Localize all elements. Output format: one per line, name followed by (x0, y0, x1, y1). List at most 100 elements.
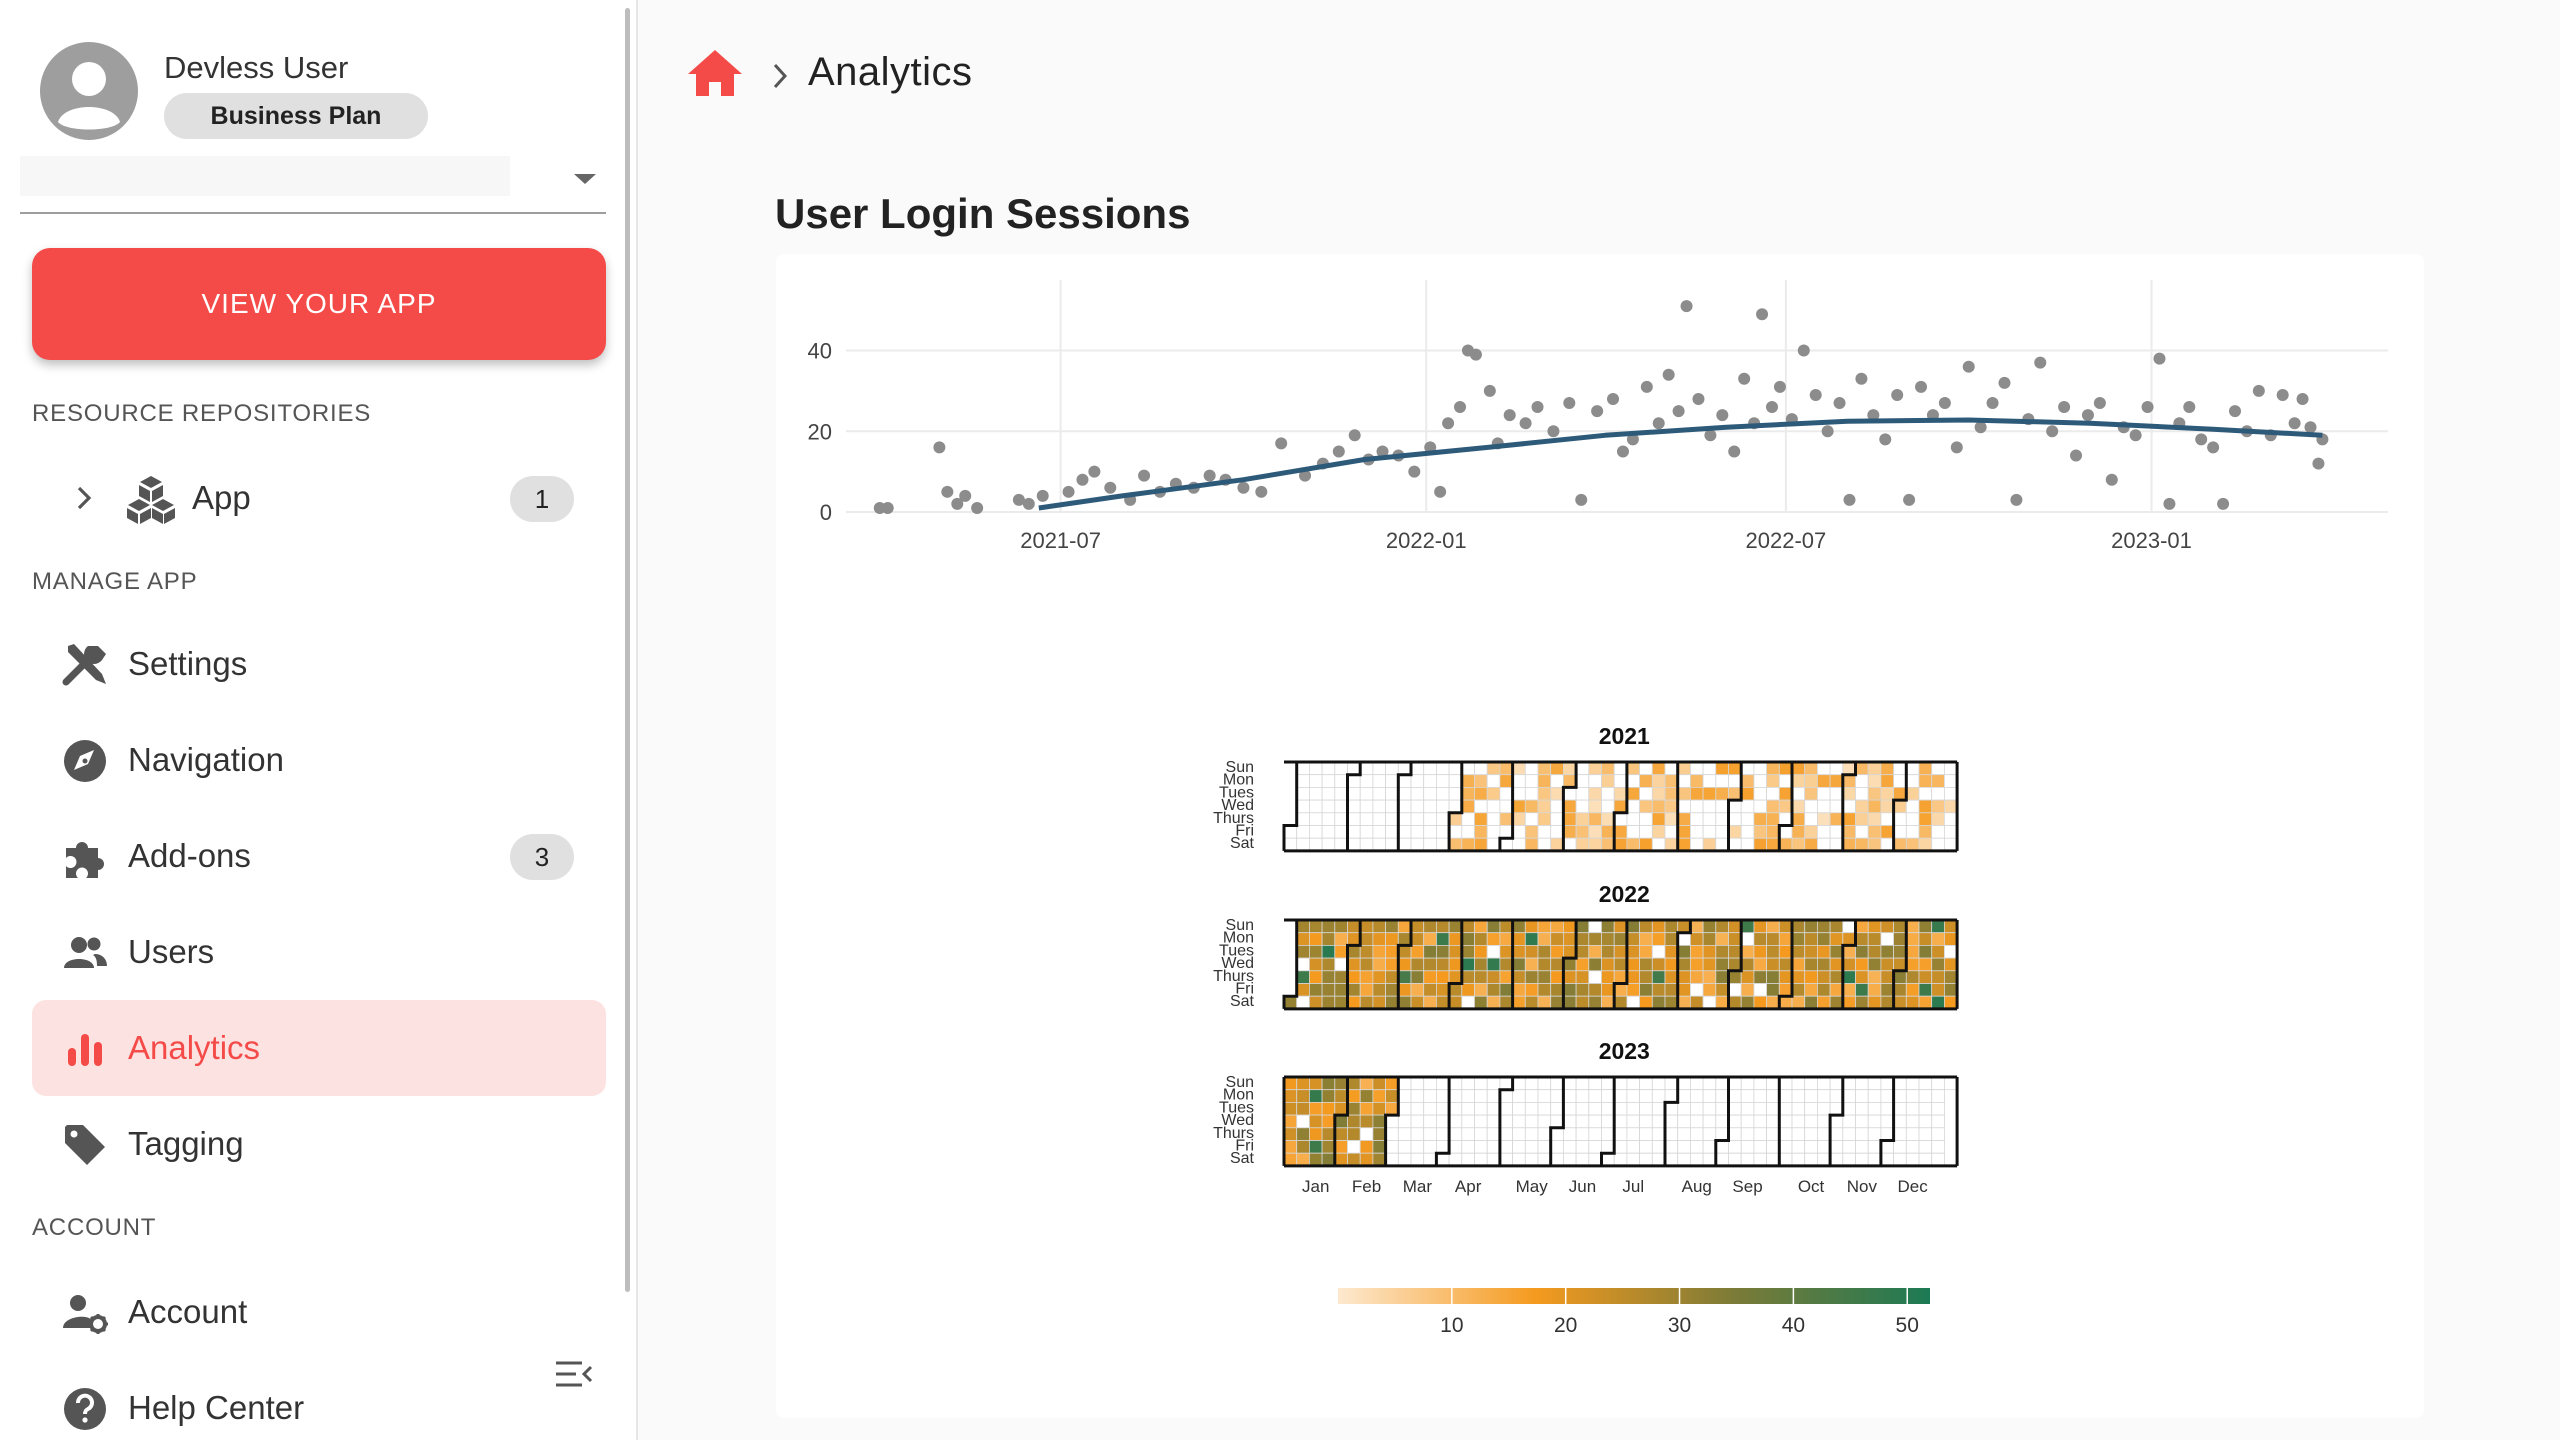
x-tick-label: 2023-01 (2111, 528, 2192, 553)
collapse-sidebar-icon[interactable] (554, 1360, 594, 1388)
scatter-point (1652, 417, 1665, 430)
scatter-point (1891, 388, 1904, 401)
sidebar-item-account[interactable]: Account (32, 1264, 606, 1360)
weekday-label: Sun (1226, 759, 1254, 776)
sidebar-item-tagging[interactable]: Tagging (32, 1096, 606, 1192)
scatter-point (2312, 457, 2325, 470)
month-label: Nov (1847, 1177, 1878, 1196)
scatter-point (2058, 401, 2071, 414)
user-cog-icon (63, 1295, 108, 1334)
scatter-point (881, 501, 894, 514)
chevron-right-icon[interactable] (76, 486, 92, 510)
scatter-point (1974, 421, 1987, 434)
month-boundary (1498, 762, 1515, 851)
caret-down-icon[interactable] (572, 172, 598, 186)
scatter-point (971, 501, 984, 514)
sidebar-item-settings[interactable]: Settings (32, 616, 606, 712)
scatter-point (941, 485, 954, 498)
scatter-point (1950, 441, 1963, 454)
month-boundary (1333, 1077, 1349, 1166)
trend-line (1038, 417, 2323, 511)
plan-badge: Business Plan (164, 93, 428, 139)
app-count-badge: 1 (510, 476, 574, 522)
scatter-point (1012, 493, 1025, 506)
scatter-point (1692, 392, 1705, 405)
scatter-point (1299, 469, 1312, 482)
month-boundary (1777, 762, 1794, 851)
section-label-manage: MANAGE APP (32, 568, 198, 595)
scatter-point (1519, 417, 1532, 430)
scatter-point (1563, 397, 1576, 410)
sidebar-item-settings-label: Settings (128, 645, 248, 682)
x-tick-label: 2021-07 (1020, 528, 1101, 553)
scatter-point (1255, 485, 1268, 498)
sidebar-item-help-center-label: Help Center (128, 1389, 305, 1426)
avatar-icon[interactable] (40, 42, 138, 140)
weekday-label: Mon (1223, 930, 1254, 947)
app-select-value[interactable] (20, 156, 510, 196)
sidebar-item-users[interactable]: Users (32, 904, 606, 1000)
sidebar-item-addons-label: Add-ons (128, 837, 251, 874)
scatter-point (2129, 429, 2142, 442)
scatter-point (1348, 429, 1361, 442)
scatter-point (2304, 421, 2317, 434)
month-label: Aug (1682, 1177, 1712, 1196)
weekday-label: Tues (1219, 784, 1254, 801)
scatter-point (1547, 425, 1560, 438)
sidebar-item-app[interactable]: App 1 (32, 450, 606, 546)
app-select[interactable] (20, 150, 606, 214)
sidebar-item-navigation-label: Navigation (128, 741, 284, 778)
legend-tick-label: 40 (1782, 1314, 1805, 1337)
month-label: Jan (1302, 1177, 1329, 1196)
month-boundary (1447, 762, 1464, 851)
month-boundary (1282, 920, 1299, 1009)
scatter-point (2034, 356, 2047, 369)
month-boundary (1396, 920, 1413, 1009)
scatter-point (2010, 493, 2023, 506)
month-boundary (1676, 920, 1692, 1009)
home-icon[interactable] (686, 48, 744, 98)
scatter-point (1503, 409, 1516, 422)
x-tick-label: 2022-01 (1386, 528, 1467, 553)
scatter-point (933, 441, 946, 454)
heatmap-year-label: 2022 (1599, 881, 1650, 907)
weekday-label: Fri (1235, 823, 1254, 840)
scatter-point (1938, 397, 1951, 410)
month-boundary (1498, 1077, 1515, 1166)
month-label: May (1516, 1177, 1549, 1196)
scatter-point (2252, 384, 2265, 397)
scatter-point (2228, 405, 2241, 418)
weekday-label: Wed (1221, 797, 1254, 814)
scatter-point (2296, 392, 2309, 405)
month-boundary (1600, 1077, 1616, 1166)
scatter-point (1672, 405, 1685, 418)
month-boundary (1727, 920, 1743, 1009)
view-your-app-button[interactable]: VIEW YOUR APP (32, 248, 606, 360)
month-boundary (1841, 762, 1857, 851)
scatter-point (2288, 417, 2301, 430)
sidebar-item-analytics[interactable]: Analytics (32, 1000, 606, 1096)
sidebar-scrollbar[interactable] (625, 8, 630, 1292)
month-boundary (1434, 1077, 1451, 1166)
legend-gradient-bar (1338, 1288, 1930, 1304)
weekday-label: Sun (1226, 1074, 1254, 1091)
sidebar-item-help-center[interactable]: Help Center (32, 1360, 606, 1440)
scatter-point (1469, 348, 1482, 361)
legend-tick-label: 50 (1896, 1314, 1919, 1337)
scatter-point (1626, 433, 1639, 446)
sidebar-item-navigation[interactable]: Navigation (32, 712, 606, 808)
scatter-point (1104, 481, 1117, 494)
month-label: Apr (1455, 1177, 1482, 1196)
weekday-label: Thurs (1213, 1125, 1254, 1142)
scatter-point (1022, 497, 1035, 510)
sidebar-item-addons[interactable]: Add-ons 3 (32, 808, 606, 904)
month-label: Jun (1569, 1177, 1596, 1196)
scatter-point (2153, 352, 2166, 365)
scatter-point (2093, 397, 2106, 410)
month-boundary (1346, 920, 1362, 1009)
scatter-point (2081, 409, 2094, 422)
month-boundary (1612, 920, 1629, 1009)
scatter-point (2163, 497, 2176, 510)
scatter-point (1275, 437, 1288, 450)
weekday-label: Sun (1226, 917, 1254, 934)
